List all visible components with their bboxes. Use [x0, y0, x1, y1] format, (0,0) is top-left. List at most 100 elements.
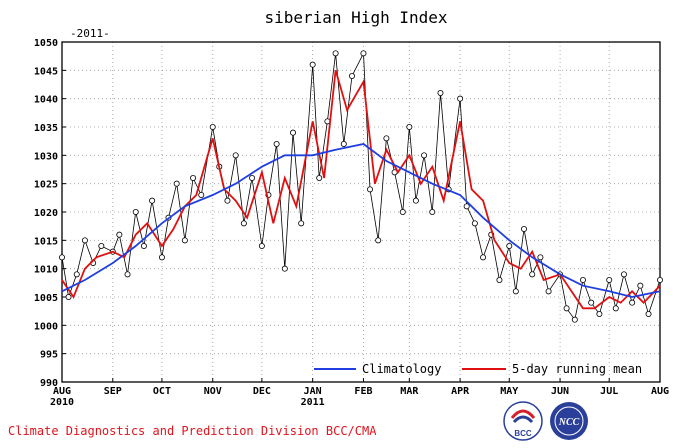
daily-index-point: [375, 237, 382, 244]
daily-index-point: [421, 152, 428, 159]
daily-index-point: [132, 208, 139, 215]
daily-index-point: [537, 254, 544, 261]
daily-index-point: [406, 124, 413, 131]
daily-index-point: [563, 305, 570, 312]
daily-index-point: [637, 282, 644, 289]
y-tick-label: 1040: [34, 95, 58, 106]
daily-index-point: [59, 254, 66, 261]
x-tick-label: APR: [451, 386, 470, 397]
daily-index-point: [181, 237, 188, 244]
y-tick-label: 1035: [34, 123, 58, 134]
running-mean-line: [61, 70, 661, 310]
daily-index-point: [240, 220, 247, 227]
daily-index-point: [360, 50, 367, 57]
x-tick-label: AUG: [53, 386, 71, 397]
daily-index-point: [412, 197, 419, 204]
daily-index-point: [258, 242, 265, 249]
daily-index-point: [620, 271, 627, 278]
y-tick-label: 1000: [34, 321, 58, 332]
x-tick-label: MAY: [500, 386, 518, 397]
x-tick-label: DEC: [253, 386, 271, 397]
daily-index-point: [645, 310, 652, 317]
chart-title: siberian High Index: [264, 8, 447, 27]
daily-index-point: [437, 90, 444, 97]
daily-index-point: [399, 208, 406, 215]
daily-index-point: [209, 124, 216, 131]
grid: [62, 42, 660, 382]
daily-index-point: [471, 220, 478, 227]
daily-index-point: [116, 231, 123, 238]
x-tick-label: AUG: [651, 386, 669, 397]
daily-index-point: [316, 174, 323, 181]
daily-index-point: [124, 271, 131, 278]
y-tick-label: 1010: [34, 265, 58, 276]
daily-index-point: [429, 208, 436, 215]
daily-index-point: [545, 288, 552, 295]
y-tick-label: 1015: [34, 236, 58, 247]
climatology-line: [61, 143, 661, 298]
x-tick-year-label: 2010: [50, 397, 74, 408]
daily-index-point: [149, 197, 156, 204]
daily-index-point: [173, 180, 180, 187]
daily-index-point: [529, 271, 536, 278]
x-tick-label: JAN: [304, 386, 322, 397]
daily-index-point: [340, 140, 347, 147]
y-tick-label: 1050: [34, 38, 58, 49]
x-tick-label: MAR: [400, 386, 419, 397]
daily-index-point: [657, 276, 664, 283]
daily-index-point: [273, 140, 280, 147]
daily-index-point: [612, 305, 619, 312]
daily-index-point: [506, 242, 513, 249]
daily-index-point: [571, 316, 578, 323]
chart-subtitle: -2011-: [70, 27, 110, 40]
daily-index-point: [332, 50, 339, 57]
footer-credit: Climate Diagnostics and Prediction Divis…: [8, 424, 377, 438]
bcc-logo-label: BCC: [514, 429, 532, 438]
daily-index-point: [249, 174, 256, 181]
daily-index-point: [521, 225, 528, 232]
x-tick-label: OCT: [153, 386, 171, 397]
daily-index-point: [81, 237, 88, 244]
daily-index-point: [309, 61, 316, 68]
daily-index-point: [588, 299, 595, 306]
legend-running-mean-label: 5-day running mean: [512, 362, 642, 376]
x-tick-label: SEP: [104, 386, 122, 397]
daily-index-point: [65, 293, 72, 300]
y-tick-label: 1025: [34, 180, 58, 191]
daily-index-point: [367, 186, 374, 193]
bcc-logo-icon: BCC: [503, 401, 543, 441]
ncc-logo-label: NCC: [558, 417, 580, 428]
daily-index-point: [606, 276, 613, 283]
daily-index-point: [281, 265, 288, 272]
y-tick-label: 1045: [34, 66, 58, 77]
x-tick-year-label: 2011: [301, 397, 325, 408]
daily-index-point: [596, 310, 603, 317]
daily-index-point: [158, 254, 165, 261]
daily-index-point: [224, 197, 231, 204]
y-tick-label: 995: [40, 350, 58, 361]
daily-index-point: [290, 129, 297, 136]
y-axis: 990 995 1000 1005 1010 1015 1020 1025 1030 1035 10…: [34, 38, 66, 389]
daily-index-point: [348, 73, 355, 80]
ncc-logo-icon: NCC: [550, 402, 588, 440]
legend: Climatology 5-day running mean: [314, 362, 642, 376]
y-tick-label: 990: [40, 378, 58, 389]
daily-index-point: [579, 276, 586, 283]
daily-index-point: [73, 271, 80, 278]
daily-index-point: [480, 254, 487, 261]
daily-index-point: [298, 220, 305, 227]
daily-index-point: [140, 242, 147, 249]
daily-index-point: [629, 299, 636, 306]
x-tick-label: NOV: [204, 386, 222, 397]
y-tick-label: 1020: [34, 208, 58, 219]
x-tick-label: JUL: [600, 386, 618, 397]
daily-index-point: [457, 95, 464, 102]
y-tick-label: 1005: [34, 293, 58, 304]
daily-index-point: [98, 242, 105, 249]
daily-index-point: [190, 174, 197, 181]
daily-index-point: [383, 135, 390, 142]
legend-climatology-label: Climatology: [362, 362, 441, 376]
daily-index-point: [463, 203, 470, 210]
daily-index-point: [232, 152, 239, 159]
